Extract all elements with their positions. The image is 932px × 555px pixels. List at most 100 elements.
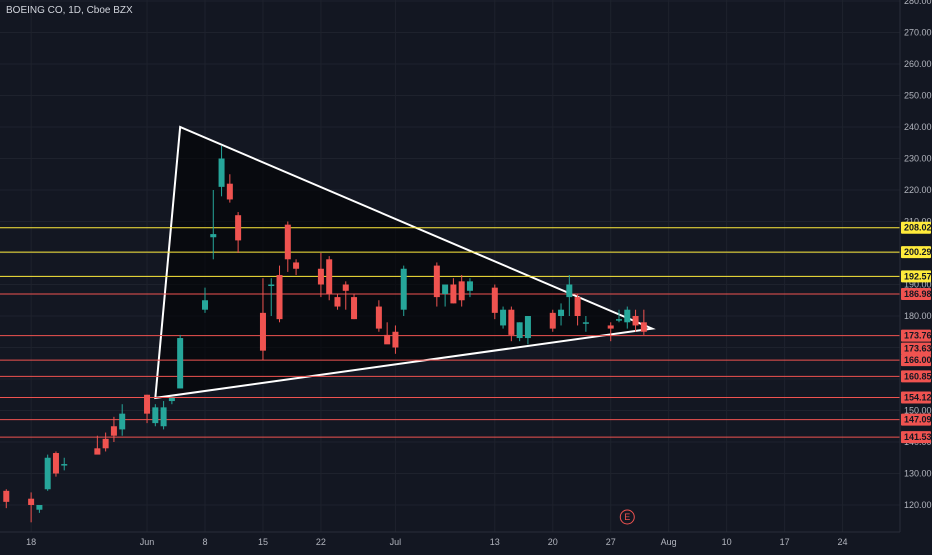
price-tick: 250.00 [904, 91, 932, 101]
candle [268, 278, 275, 316]
price-tick: 180.00 [904, 311, 932, 321]
time-tick: 27 [606, 537, 616, 547]
price-tick: 230.00 [904, 154, 932, 164]
level-label: 166.00 [901, 354, 932, 367]
candle-body [334, 297, 341, 307]
candle-body [558, 309, 565, 316]
candle [210, 190, 217, 260]
time-tick: Jun [140, 537, 155, 547]
candle [144, 394, 151, 424]
time-axis[interactable]: 18 Jun 8 15 22 Jul 13 20 27 Aug 10 17 24 [0, 531, 900, 547]
time-tick: 15 [258, 537, 268, 547]
candle [334, 293, 341, 310]
time-tick: Jul [390, 537, 402, 547]
candle-body [342, 284, 349, 291]
level-label-bg [901, 270, 931, 283]
candle-body [450, 284, 457, 304]
candle-body [616, 319, 622, 321]
candle [516, 322, 523, 342]
level-label: 173.76 [901, 329, 932, 342]
candle-body [624, 309, 631, 323]
candle-body [392, 331, 399, 348]
candle [202, 287, 208, 313]
level-label-text: 166.00 [904, 355, 932, 365]
candle [36, 505, 43, 513]
price-tick: 120.00 [904, 500, 932, 510]
candle [500, 306, 507, 329]
price-axis[interactable]: 120.00130.00140.00150.00160.00170.00180.… [899, 0, 932, 532]
candle [119, 404, 126, 436]
last-price-label-bg [901, 342, 931, 355]
candle-body [28, 498, 35, 505]
candle [524, 316, 531, 345]
candle-body [210, 234, 217, 238]
level-label: 154.12 [901, 391, 932, 404]
candle-body [110, 426, 117, 436]
candle-body [466, 281, 473, 291]
candle [52, 451, 59, 477]
candle [616, 309, 622, 323]
candle [632, 309, 639, 332]
candle [259, 278, 266, 361]
candle-body [400, 268, 407, 310]
candle-body [549, 312, 556, 329]
candle [624, 306, 631, 329]
candle-body [433, 265, 440, 298]
level-label-text: 154.12 [904, 393, 932, 403]
candle-body [202, 300, 208, 310]
candle-body [218, 158, 225, 187]
time-tick: Aug [661, 537, 677, 547]
price-tick: 130.00 [904, 469, 932, 479]
candle [276, 265, 283, 323]
candle [640, 309, 647, 335]
level-label-bg [901, 354, 931, 367]
candle-body [293, 262, 300, 269]
candle [226, 174, 233, 203]
level-label: 147.09 [901, 413, 932, 426]
candle [574, 293, 581, 326]
candle-body [61, 464, 68, 466]
level-label-text: 141.53 [904, 432, 932, 442]
level-label-text: 200.29 [904, 247, 932, 257]
candles [3, 145, 647, 523]
level-label-bg [901, 329, 931, 342]
candle [351, 293, 358, 320]
candle [61, 457, 68, 471]
candle [582, 316, 589, 332]
earnings-circle[interactable] [619, 509, 635, 525]
time-tick: 13 [490, 537, 500, 547]
time-tick: 24 [838, 537, 848, 547]
level-label: 141.53 [901, 431, 932, 444]
candle-body [94, 448, 101, 455]
candle-body [458, 281, 465, 301]
candle [433, 262, 440, 307]
candle [342, 281, 349, 310]
level-label-bg [901, 413, 931, 426]
candle-body [102, 438, 109, 449]
candle-body [152, 407, 159, 424]
candle-body [36, 505, 43, 510]
level-label: 208.02 [901, 221, 932, 234]
time-tick: 8 [202, 537, 207, 547]
level-label: 200.29 [901, 246, 932, 259]
level-label-bg [901, 288, 931, 301]
candle-body [317, 268, 324, 285]
earnings-marker[interactable]: E [619, 509, 635, 525]
time-tick: 17 [780, 537, 790, 547]
level-label-bg [901, 221, 931, 234]
candle-body [259, 312, 266, 351]
candle [384, 322, 391, 345]
candle-body [508, 309, 515, 335]
price-tick: 210.00 [904, 217, 932, 227]
level-label: 192.57 [901, 270, 932, 283]
level-label-text: 186.98 [904, 289, 932, 299]
candle [235, 212, 242, 253]
level-label: 160.85 [901, 370, 932, 383]
price-tick: 220.00 [904, 185, 932, 195]
price-tick: 280.00 [904, 0, 932, 6]
last-price-label-text: 173.63 [904, 344, 932, 354]
time-tick: 22 [316, 537, 326, 547]
candle [218, 145, 225, 197]
